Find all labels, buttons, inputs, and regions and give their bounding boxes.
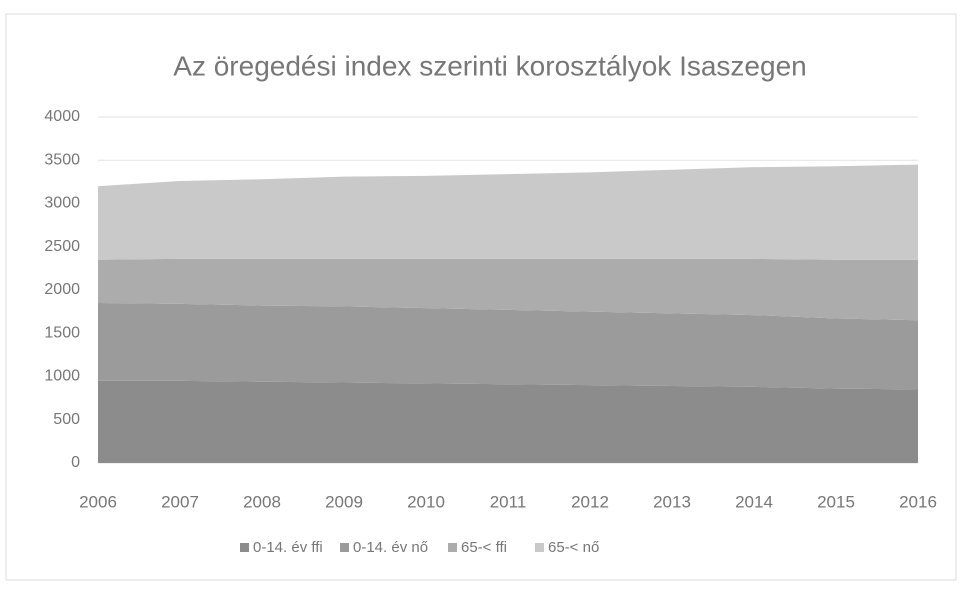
x-tick-label: 2006 bbox=[79, 492, 117, 511]
y-tick-label: 1000 bbox=[44, 368, 80, 385]
x-tick-label: 2010 bbox=[407, 492, 445, 511]
legend-label: 65-< nő bbox=[548, 539, 599, 556]
x-tick-label: 2016 bbox=[899, 492, 937, 511]
y-tick-label: 0 bbox=[71, 454, 80, 471]
x-tick-label: 2013 bbox=[653, 492, 691, 511]
legend-swatch bbox=[340, 543, 349, 552]
legend-label: 0-14. év nő bbox=[353, 539, 428, 556]
area bbox=[98, 380, 918, 463]
y-tick-label: 2000 bbox=[44, 281, 80, 298]
legend-label: 0-14. év ffi bbox=[253, 539, 323, 556]
y-tick-label: 3000 bbox=[44, 195, 80, 212]
y-tick-label: 1500 bbox=[44, 324, 80, 341]
x-tick-label: 2014 bbox=[735, 492, 773, 511]
y-tick-label: 4000 bbox=[44, 108, 80, 125]
area bbox=[98, 258, 918, 321]
x-tick-label: 2008 bbox=[243, 492, 281, 511]
x-tick-label: 2012 bbox=[571, 492, 609, 511]
x-tick-label: 2007 bbox=[161, 492, 199, 511]
legend-swatch bbox=[448, 543, 457, 552]
legend-swatch bbox=[240, 543, 249, 552]
chart-title: Az öregedési index szerinti korosztályok… bbox=[173, 50, 806, 81]
x-tick-label: 2011 bbox=[490, 492, 527, 511]
y-tick-label: 3500 bbox=[44, 151, 80, 168]
legend-swatch bbox=[535, 543, 544, 552]
y-tick-label: 500 bbox=[53, 411, 80, 428]
legend-label: 65-< ffi bbox=[461, 539, 507, 556]
area bbox=[98, 164, 918, 260]
y-tick-label: 2500 bbox=[44, 238, 80, 255]
area bbox=[98, 302, 918, 390]
x-tick-label: 2015 bbox=[817, 492, 855, 511]
x-tick-label: 2009 bbox=[325, 492, 363, 511]
